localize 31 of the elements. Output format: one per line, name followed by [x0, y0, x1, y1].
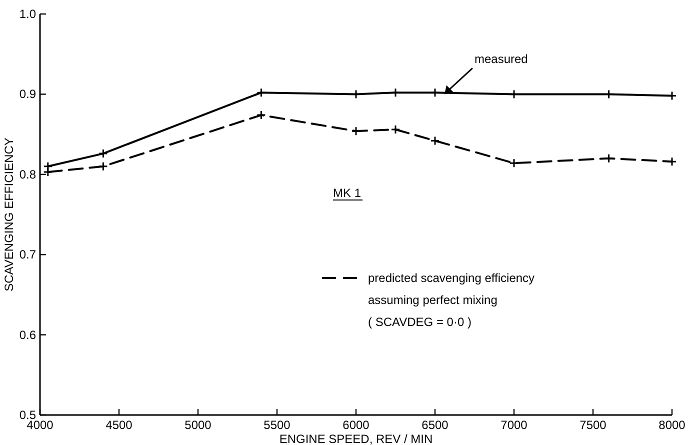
x-tick-label: 4500 [106, 418, 133, 432]
point [430, 136, 440, 146]
point [604, 154, 614, 164]
x-axis-title: ENGINE SPEED, REV / MIN [279, 432, 433, 445]
text: measured [474, 52, 528, 66]
x-tick-label: 6500 [422, 418, 449, 432]
point [43, 167, 53, 177]
y-tick-label: 0.9 [19, 87, 36, 102]
point [390, 88, 400, 98]
y-tick-label: 0.8 [19, 167, 36, 182]
point [390, 124, 400, 134]
x-tick-label: 7500 [580, 418, 607, 432]
x-tick-label: 7000 [500, 418, 528, 432]
annotation: MK 1 [333, 186, 362, 200]
point [256, 88, 266, 98]
x-tick-label: 5000 [184, 418, 212, 432]
x-tick-label: 5500 [264, 418, 291, 432]
point [509, 158, 519, 168]
y-tick-label: 1.0 [19, 7, 36, 21]
y-tick-label: 0.6 [19, 328, 36, 342]
legend-label: predicted scavenging efficiency assuming perfect mixing ( SCAVDEG = 0·0 ) [368, 271, 535, 329]
x-tick-label: 8000 [658, 418, 686, 432]
point [430, 88, 440, 98]
x-tick-label: 6000 [342, 418, 370, 432]
point [98, 148, 108, 158]
point [351, 126, 361, 136]
point [256, 110, 266, 120]
y-axis-title: SCAVENGING EFFICIENCY [2, 138, 16, 292]
point [667, 156, 677, 166]
y-tick-label: 0.7 [19, 248, 36, 262]
point [98, 162, 108, 172]
